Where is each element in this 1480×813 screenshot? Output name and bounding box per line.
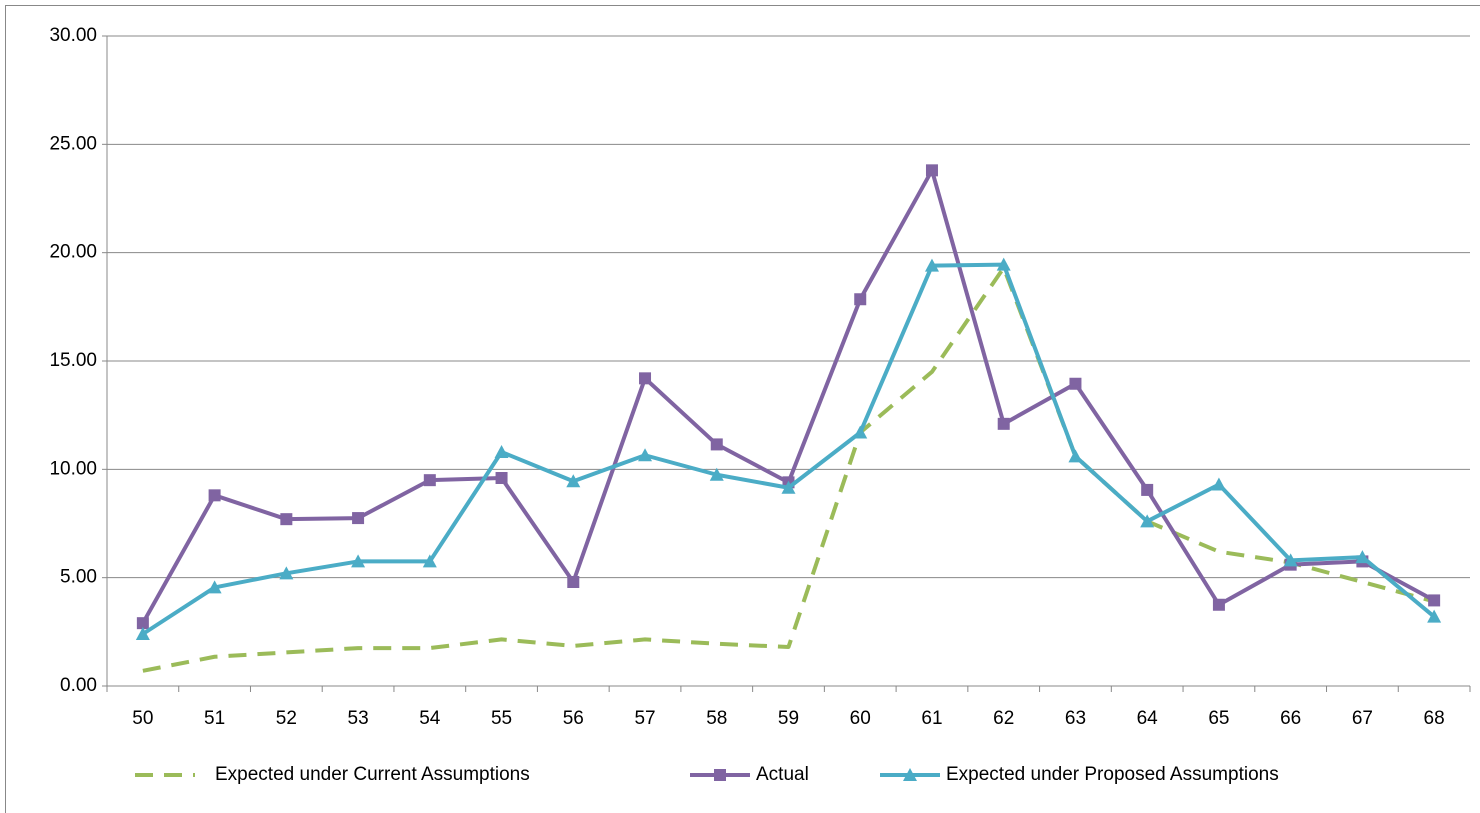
marker — [1140, 514, 1155, 528]
x-tick-label: 64 — [1137, 708, 1159, 729]
y-tick-label: 20.00 — [49, 242, 97, 263]
legend-label: Expected under Current Assumptions — [215, 764, 530, 785]
x-tick-label: 60 — [850, 708, 871, 729]
marker — [1283, 553, 1298, 567]
x-tick-label: 63 — [1065, 708, 1086, 729]
x-tick-label: 62 — [993, 708, 1014, 729]
marker — [638, 448, 653, 462]
marker — [1068, 449, 1083, 463]
x-tick-label: 68 — [1424, 708, 1445, 729]
y-tick-label: 5.00 — [60, 567, 97, 588]
x-tick-label: 59 — [778, 708, 799, 729]
marker — [495, 472, 508, 484]
marker — [494, 445, 509, 458]
marker — [854, 293, 867, 306]
x-tick-label: 56 — [563, 708, 584, 729]
x-tick-label: 55 — [491, 708, 512, 729]
marker — [352, 512, 365, 525]
marker — [1212, 598, 1225, 611]
x-tick-label: 57 — [634, 708, 655, 729]
x-tick-label: 54 — [419, 708, 441, 729]
marker — [422, 554, 437, 568]
y-tick-label: 0.00 — [60, 675, 97, 696]
x-tick-label: 50 — [132, 708, 153, 729]
x-tick-label: 52 — [276, 708, 297, 729]
marker — [639, 372, 652, 385]
y-tick-label: 30.00 — [49, 25, 97, 46]
marker — [1141, 483, 1154, 496]
y-tick-label: 10.00 — [49, 458, 97, 479]
marker — [925, 164, 938, 177]
marker — [1427, 609, 1442, 623]
legend-label: Actual — [756, 764, 809, 785]
x-tick-label: 51 — [204, 708, 225, 729]
marker — [903, 768, 917, 781]
y-tick-label: 15.00 — [49, 350, 97, 371]
marker — [279, 566, 294, 580]
marker — [996, 257, 1011, 271]
marker — [853, 425, 868, 439]
x-tick-label: 67 — [1352, 708, 1373, 729]
x-tick-label: 58 — [706, 708, 727, 729]
marker — [566, 474, 581, 488]
marker — [714, 769, 726, 781]
x-tick-label: 66 — [1280, 708, 1301, 729]
marker — [1069, 377, 1082, 390]
marker — [136, 617, 149, 630]
x-tick-label: 61 — [921, 708, 942, 729]
marker — [280, 513, 293, 526]
marker — [351, 554, 366, 568]
marker — [567, 576, 580, 588]
marker — [208, 489, 221, 502]
series-line — [142, 265, 1435, 673]
marker — [924, 258, 939, 272]
x-tick-label: 65 — [1208, 708, 1229, 729]
marker — [997, 417, 1010, 430]
marker — [207, 580, 222, 594]
marker — [423, 474, 436, 487]
legend-label: Expected under Proposed Assumptions — [946, 764, 1279, 785]
marker — [1355, 550, 1370, 564]
marker — [1428, 594, 1441, 607]
marker — [709, 467, 724, 481]
marker — [710, 438, 723, 451]
marker — [781, 480, 796, 494]
y-tick-label: 25.00 — [49, 133, 97, 154]
marker — [135, 627, 150, 640]
marker — [1211, 477, 1226, 491]
x-tick-label: 53 — [348, 708, 369, 729]
chart-border — [5, 5, 1480, 813]
